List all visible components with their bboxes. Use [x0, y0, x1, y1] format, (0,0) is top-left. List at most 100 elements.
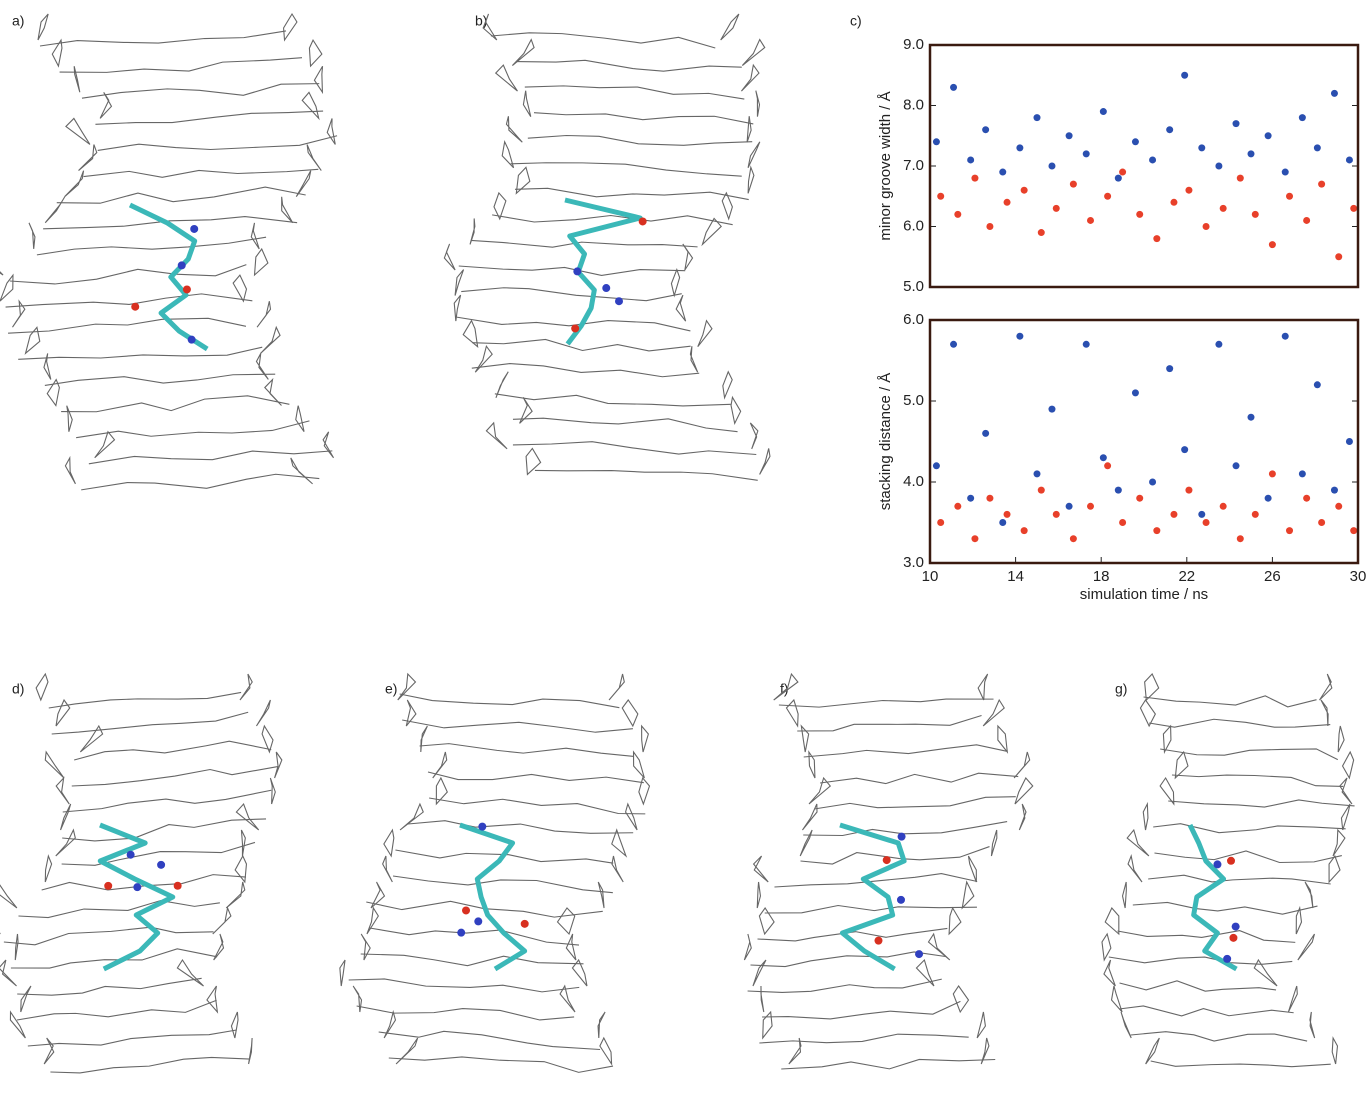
point — [1350, 527, 1357, 534]
base-pair — [420, 744, 634, 757]
backbone — [800, 830, 812, 856]
panel-label: a) — [12, 13, 24, 29]
point — [937, 519, 944, 526]
backbone — [1146, 1038, 1160, 1064]
atom — [474, 917, 482, 925]
point — [986, 223, 993, 230]
base-pair — [361, 954, 584, 966]
point — [1286, 527, 1293, 534]
base-pair — [1109, 957, 1292, 964]
backbone — [270, 778, 275, 804]
backbone — [496, 372, 508, 398]
ligand — [460, 825, 525, 969]
backbone — [968, 856, 976, 882]
base-pair — [762, 1001, 960, 1018]
backbone — [240, 674, 252, 700]
atom — [571, 324, 579, 332]
point — [1170, 199, 1177, 206]
backbone — [1296, 908, 1301, 934]
atom — [183, 285, 191, 293]
point — [1149, 156, 1156, 163]
molecule — [744, 674, 1032, 1069]
y-axis-label: minor groove width / Å — [877, 91, 894, 240]
point — [1198, 144, 1205, 151]
base-pair — [357, 1006, 574, 1020]
base-pair — [60, 58, 302, 73]
point — [1016, 144, 1023, 151]
backbone — [214, 934, 224, 960]
base-pair — [748, 979, 942, 992]
base-pair — [1168, 800, 1354, 807]
point — [1203, 223, 1210, 230]
x-tick-label: 18 — [1093, 568, 1110, 585]
backbone — [600, 1038, 612, 1064]
backbone — [384, 830, 394, 856]
backbone — [383, 856, 393, 882]
y-tick-label: 6.0 — [903, 217, 924, 234]
point — [1220, 503, 1227, 510]
backbone — [314, 66, 322, 92]
backbone — [307, 145, 321, 171]
base-pair — [534, 113, 753, 124]
backbone — [207, 986, 217, 1012]
backbone — [560, 986, 575, 1012]
backbone — [763, 1012, 772, 1038]
atom — [573, 267, 581, 275]
x-tick-label: 10 — [922, 568, 939, 585]
point — [1314, 381, 1321, 388]
base-pair — [804, 745, 1007, 757]
x-tick-label: 22 — [1178, 568, 1195, 585]
backbone — [642, 726, 649, 752]
point — [1335, 253, 1342, 260]
base-pair — [765, 906, 977, 913]
backbone — [95, 432, 115, 458]
point — [950, 84, 957, 91]
point — [1252, 211, 1259, 218]
backbone — [698, 321, 712, 347]
backbone — [1143, 804, 1148, 830]
point — [1346, 156, 1353, 163]
base-pair — [814, 797, 1016, 809]
backbone — [1019, 804, 1026, 830]
point — [1350, 205, 1357, 212]
backbone — [1175, 752, 1188, 778]
point — [986, 495, 993, 502]
atom — [615, 297, 623, 305]
base-pair — [513, 442, 756, 455]
base-pair — [8, 318, 246, 333]
backbone — [361, 934, 370, 960]
base-pair — [393, 876, 613, 893]
atom — [1213, 860, 1221, 868]
point — [1083, 150, 1090, 157]
point — [954, 211, 961, 218]
point — [1335, 503, 1342, 510]
point — [933, 462, 940, 469]
backbone — [983, 700, 1004, 726]
backbone — [45, 752, 64, 778]
backbone — [444, 244, 455, 270]
molecule — [340, 674, 650, 1072]
backbone — [257, 301, 270, 327]
point — [1104, 462, 1111, 469]
backbone — [0, 249, 3, 275]
atom — [897, 896, 905, 904]
point — [1166, 365, 1173, 372]
backbone — [1288, 986, 1297, 1012]
x-tick-label: 26 — [1264, 568, 1281, 585]
backbone — [1160, 778, 1174, 804]
point — [1136, 495, 1143, 502]
point — [1170, 511, 1177, 518]
backbone — [56, 778, 69, 804]
base-pair — [428, 772, 644, 783]
backbone — [1333, 830, 1345, 856]
backbone — [1163, 726, 1171, 752]
backbone — [690, 346, 697, 372]
base-pair — [535, 470, 758, 480]
backbone — [241, 830, 245, 856]
backbone — [61, 804, 71, 830]
point — [1070, 535, 1077, 542]
backbone — [0, 960, 17, 986]
point — [1034, 470, 1041, 477]
backbone — [296, 171, 310, 197]
point — [1181, 72, 1188, 79]
